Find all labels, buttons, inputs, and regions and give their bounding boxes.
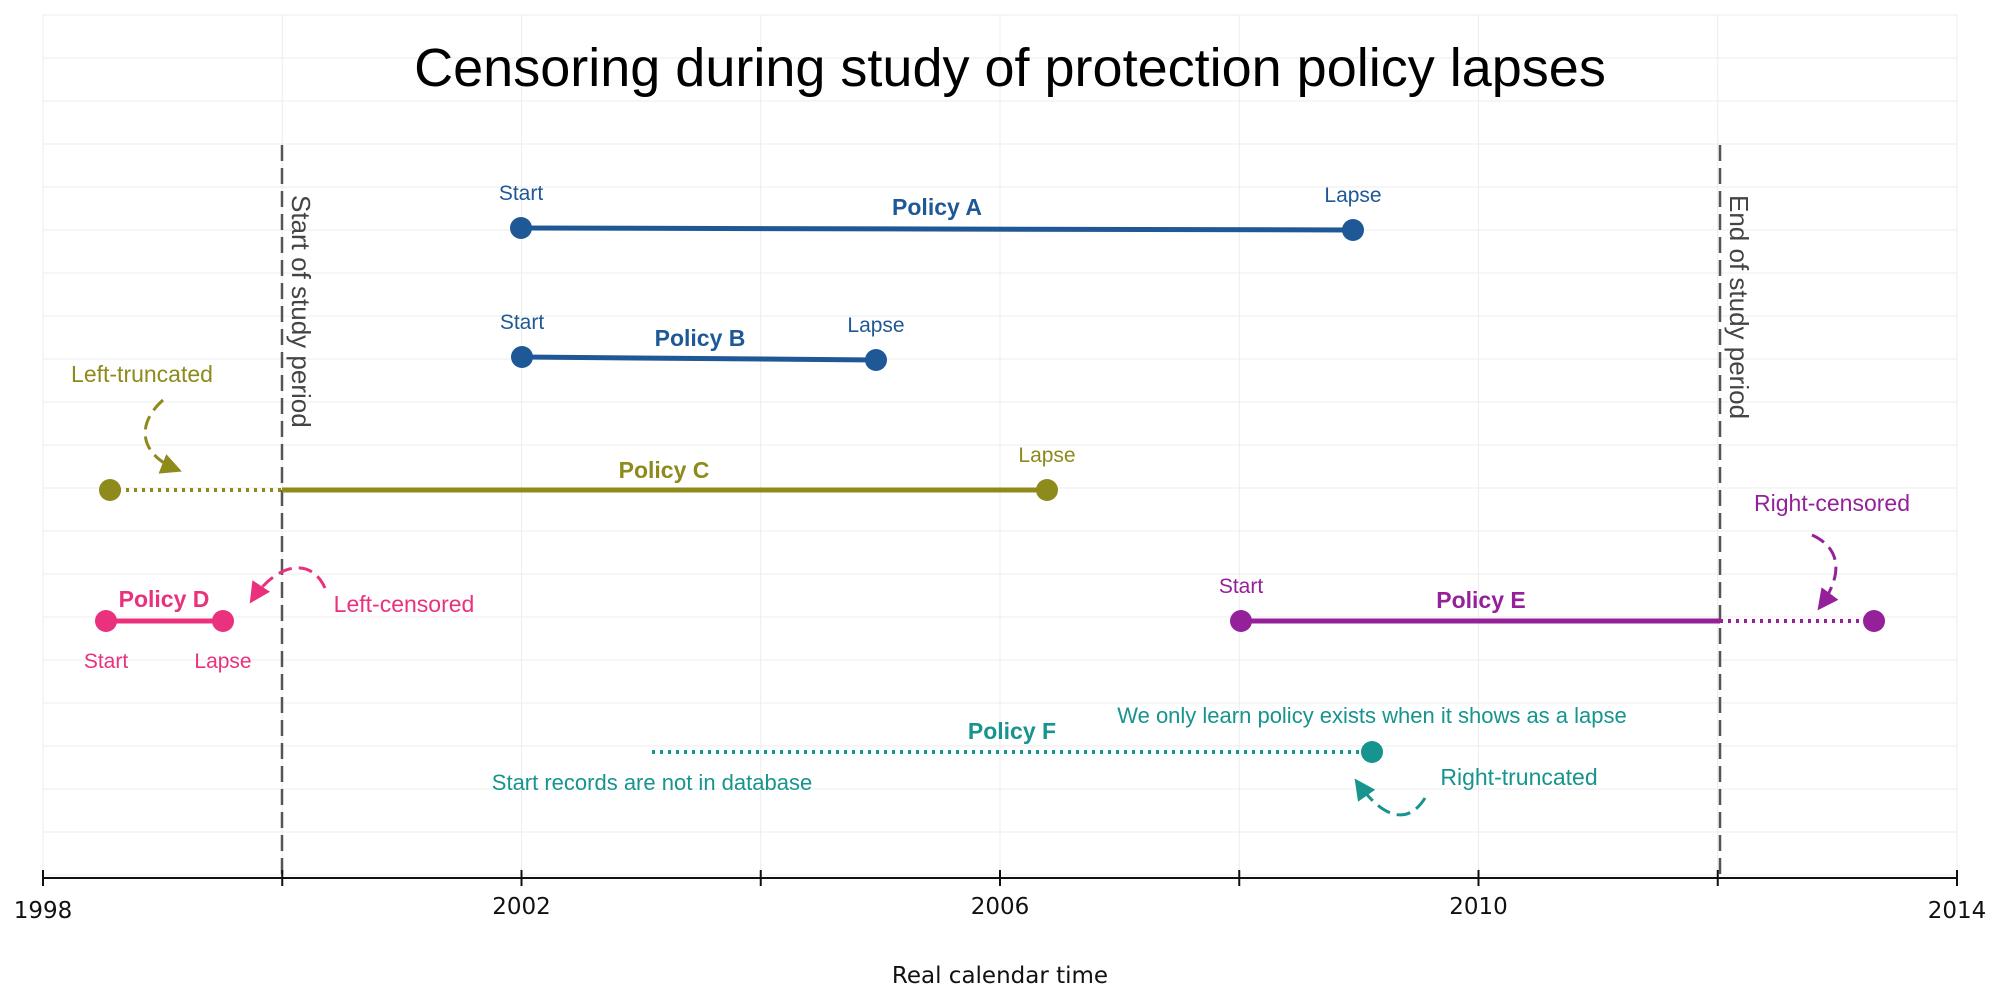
policy-d-lapse-label: Lapse [194, 650, 251, 673]
policy-e: Policy E Start [1219, 575, 1885, 632]
study-start-label: Start of study period [286, 195, 316, 428]
policy-b: Policy B Start Lapse [500, 311, 905, 371]
chart-title: Censoring during study of protection pol… [414, 38, 1606, 98]
policy-e-start-label: Start [1219, 575, 1264, 598]
x-axis-label: Real calendar time [892, 963, 1108, 989]
policy-c-lapse-label: Lapse [1018, 444, 1075, 467]
policy-b-start-point [511, 346, 533, 368]
x-tick-label: 2010 [1449, 894, 1508, 920]
left-censored-label: Left-censored [334, 591, 475, 617]
right-censored-arrow [1811, 533, 1839, 611]
policy-c-lapse-point [1036, 479, 1058, 501]
x-tick-label: 2006 [971, 894, 1030, 920]
policy-a-lapse-point [1342, 219, 1364, 241]
policy-d-label: Policy D [119, 586, 210, 612]
policy-e-end-point [1863, 610, 1885, 632]
policy-f: Policy F [652, 718, 1383, 763]
policy-b-line [521, 354, 877, 363]
policy-b-lapse-point [865, 349, 887, 371]
start-records-note: Start records are not in database [492, 770, 812, 795]
lapse-only-note: We only learn policy exists when it show… [1117, 703, 1627, 728]
policy-e-start-point [1230, 610, 1252, 632]
policy-a-label: Policy A [892, 194, 982, 220]
policy-d-start-point [95, 610, 117, 632]
right-truncated-arrow [1354, 778, 1427, 817]
x-tick-label: 2014 [1928, 898, 1987, 924]
right-truncated-label: Right-truncated [1440, 764, 1597, 790]
x-axis-ticks: 1998 2002 2006 2010 2014 [14, 870, 1987, 924]
right-censored-label: Right-censored [1754, 490, 1910, 516]
policy-a-start-label: Start [499, 182, 544, 205]
annotation-left-truncated: Left-truncated [71, 361, 213, 474]
policy-a: Policy A Start Lapse [499, 182, 1382, 241]
policy-f-lapse-point [1361, 741, 1383, 763]
policy-a-line [520, 225, 1354, 233]
study-end-label: End of study period [1724, 195, 1754, 419]
x-tick-label: 2002 [492, 894, 551, 920]
policy-d-start-label: Start [84, 650, 129, 673]
policy-a-lapse-label: Lapse [1324, 184, 1381, 207]
annotation-right-truncated: Right-truncated [1354, 764, 1598, 817]
policy-d-lapse-point [212, 610, 234, 632]
x-tick-label: 1998 [14, 898, 73, 924]
grid [42, 14, 1958, 878]
policy-a-start-point [510, 217, 532, 239]
left-truncated-label: Left-truncated [71, 361, 213, 387]
policy-e-label: Policy E [1436, 587, 1525, 613]
policy-b-start-label: Start [500, 311, 545, 334]
left-censored-arrow [249, 566, 327, 604]
policy-c: Policy C Lapse [99, 444, 1076, 501]
annotation-right-censored: Right-censored [1754, 490, 1910, 611]
policy-b-label: Policy B [655, 325, 746, 351]
left-truncated-arrow [143, 398, 182, 474]
policy-f-label: Policy F [968, 718, 1056, 744]
annotation-left-censored: Left-censored [249, 566, 475, 617]
policy-d: Policy D Start Lapse [84, 586, 252, 673]
policy-c-start-point [99, 479, 121, 501]
policy-b-lapse-label: Lapse [847, 314, 904, 337]
policy-c-label: Policy C [619, 457, 710, 483]
